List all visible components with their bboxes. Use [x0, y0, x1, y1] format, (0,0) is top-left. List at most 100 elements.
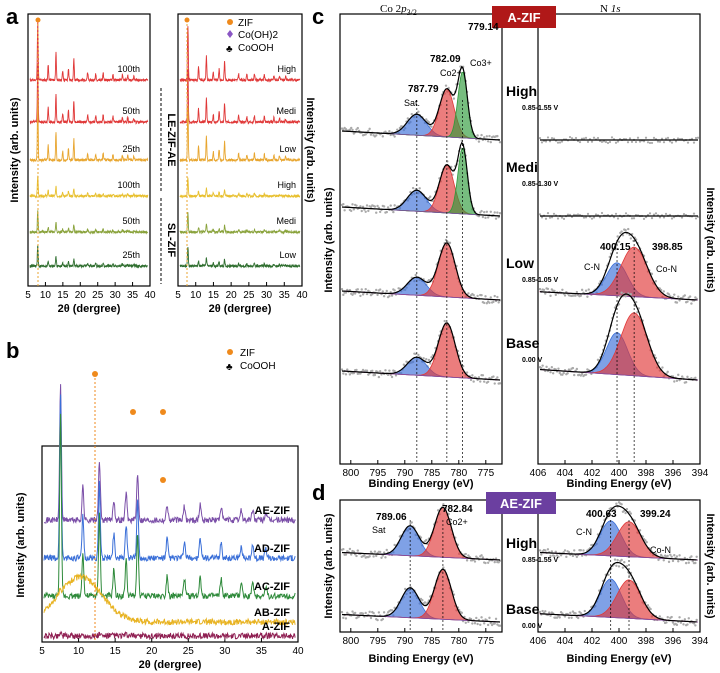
xps-data-point	[364, 611, 367, 615]
xps-data-point	[657, 558, 660, 562]
xps-data-point	[571, 554, 575, 558]
d-peak-789: 789.06	[376, 512, 407, 523]
xps-data-point	[580, 288, 584, 292]
xps-data-point	[488, 301, 491, 304]
xps-data-point	[598, 216, 602, 219]
frame-c-left	[339, 13, 503, 465]
xps-data-point	[485, 135, 489, 138]
xps-data-point	[352, 208, 356, 211]
d-curves: 789.06 782.84 Sat Co2+ 400.63 399.24 C-N Co-N	[340, 501, 699, 630]
xps-data-point	[393, 135, 396, 138]
xps-data-point	[422, 357, 425, 360]
x-tick-label: 15	[57, 290, 69, 301]
xps-data-point	[571, 366, 575, 370]
xps-data-point	[613, 558, 617, 561]
c-state-name: Base	[506, 335, 540, 351]
xps-envelope	[341, 506, 501, 561]
xps-data-point	[644, 136, 648, 139]
xps-data-point	[460, 611, 464, 615]
xps-data-point	[360, 209, 363, 213]
xps-data-point	[562, 217, 566, 220]
xps-data-point	[648, 212, 652, 215]
xps-data-point	[592, 136, 596, 139]
xps-data-point	[378, 288, 382, 291]
xps-envelope	[539, 231, 697, 301]
a-left-curve-5	[29, 245, 149, 269]
xps-data-point	[686, 623, 689, 626]
xps-data-point	[483, 301, 486, 305]
xps-data-point	[486, 623, 490, 627]
xps-data-point	[542, 288, 546, 292]
xps-data-point	[617, 565, 621, 568]
xps-data-point	[377, 611, 381, 614]
xps-data-point	[671, 559, 675, 563]
xps-data-point	[351, 128, 354, 132]
xps-data-point	[486, 216, 490, 219]
xps-data-point	[544, 610, 547, 613]
xps-data-point	[579, 549, 583, 552]
xps-data-point	[670, 615, 673, 619]
a-xlabel-right: 2θ (dergree)	[209, 303, 272, 315]
xps-data-point	[584, 289, 588, 292]
xps-data-point	[429, 362, 432, 365]
xps-data-point	[614, 141, 618, 144]
xps-data-point	[545, 365, 548, 369]
xps-data-point	[548, 611, 551, 614]
xps-data-point	[540, 141, 544, 144]
frame-d-left	[339, 499, 503, 633]
b-curve-3	[43, 572, 296, 627]
xps-data-point	[417, 353, 420, 357]
x-tick-label: 5	[175, 290, 181, 301]
x-tick-label: 30	[110, 290, 122, 301]
xps-data-point	[486, 561, 490, 564]
a-zif-marker	[35, 17, 41, 23]
c-title-right: N 1s	[600, 3, 620, 15]
xps-data-point	[658, 216, 662, 219]
b-series-label: A-ZIF	[262, 621, 290, 633]
xps-data-point	[579, 294, 583, 297]
xps-component-0	[341, 356, 501, 381]
xps-data-point	[481, 215, 485, 219]
x-tick-label: 785	[423, 636, 440, 647]
c-badge	[492, 6, 556, 28]
xps-data-point	[557, 367, 560, 370]
xps-data-point	[372, 555, 375, 558]
xps-data-point	[377, 375, 381, 379]
xps-data-point	[485, 210, 489, 213]
xps-data-point	[556, 217, 560, 220]
xps-data-point	[668, 213, 672, 216]
xps-data-point	[492, 375, 495, 378]
xps-data-point	[476, 622, 479, 626]
xps-data-point	[654, 280, 658, 283]
xps-data-point	[621, 566, 625, 569]
xps-data-point	[361, 205, 365, 209]
xps-data-point	[364, 133, 367, 136]
xps-data-point	[442, 503, 445, 506]
xps-data-point	[394, 374, 398, 377]
xps-data-point	[378, 210, 382, 214]
c-title-left: Co 2p3/2	[380, 3, 417, 17]
xps-data-point	[634, 300, 638, 304]
xps-data-point	[658, 140, 662, 143]
c-peak-779: 779.14	[468, 22, 499, 33]
xps-data-point	[678, 299, 681, 302]
b-legend: ZIF ♣ CoOOH	[226, 348, 276, 373]
xps-data-point	[430, 125, 433, 128]
xps-data-point	[662, 216, 666, 219]
xps-data-point	[385, 289, 388, 293]
c-sat-label: Sat.	[404, 98, 420, 108]
b-x-ticks: 5 10 15 20 25 30 35 40	[39, 638, 304, 657]
xps-data-point	[552, 212, 556, 215]
panel-letter-c: c	[312, 4, 324, 29]
x-tick-label: 10	[190, 290, 202, 301]
xps-data-point	[369, 133, 373, 136]
xps-data-point	[472, 293, 475, 297]
xps-data-point	[371, 292, 374, 296]
xps-data-point	[480, 133, 483, 137]
xps-data-point	[376, 618, 379, 622]
xps-data-point	[579, 611, 583, 615]
xps-data-point	[586, 212, 590, 215]
xps-data-point	[352, 550, 356, 553]
xps-data-point	[570, 137, 574, 140]
xps-data-point	[421, 598, 424, 602]
